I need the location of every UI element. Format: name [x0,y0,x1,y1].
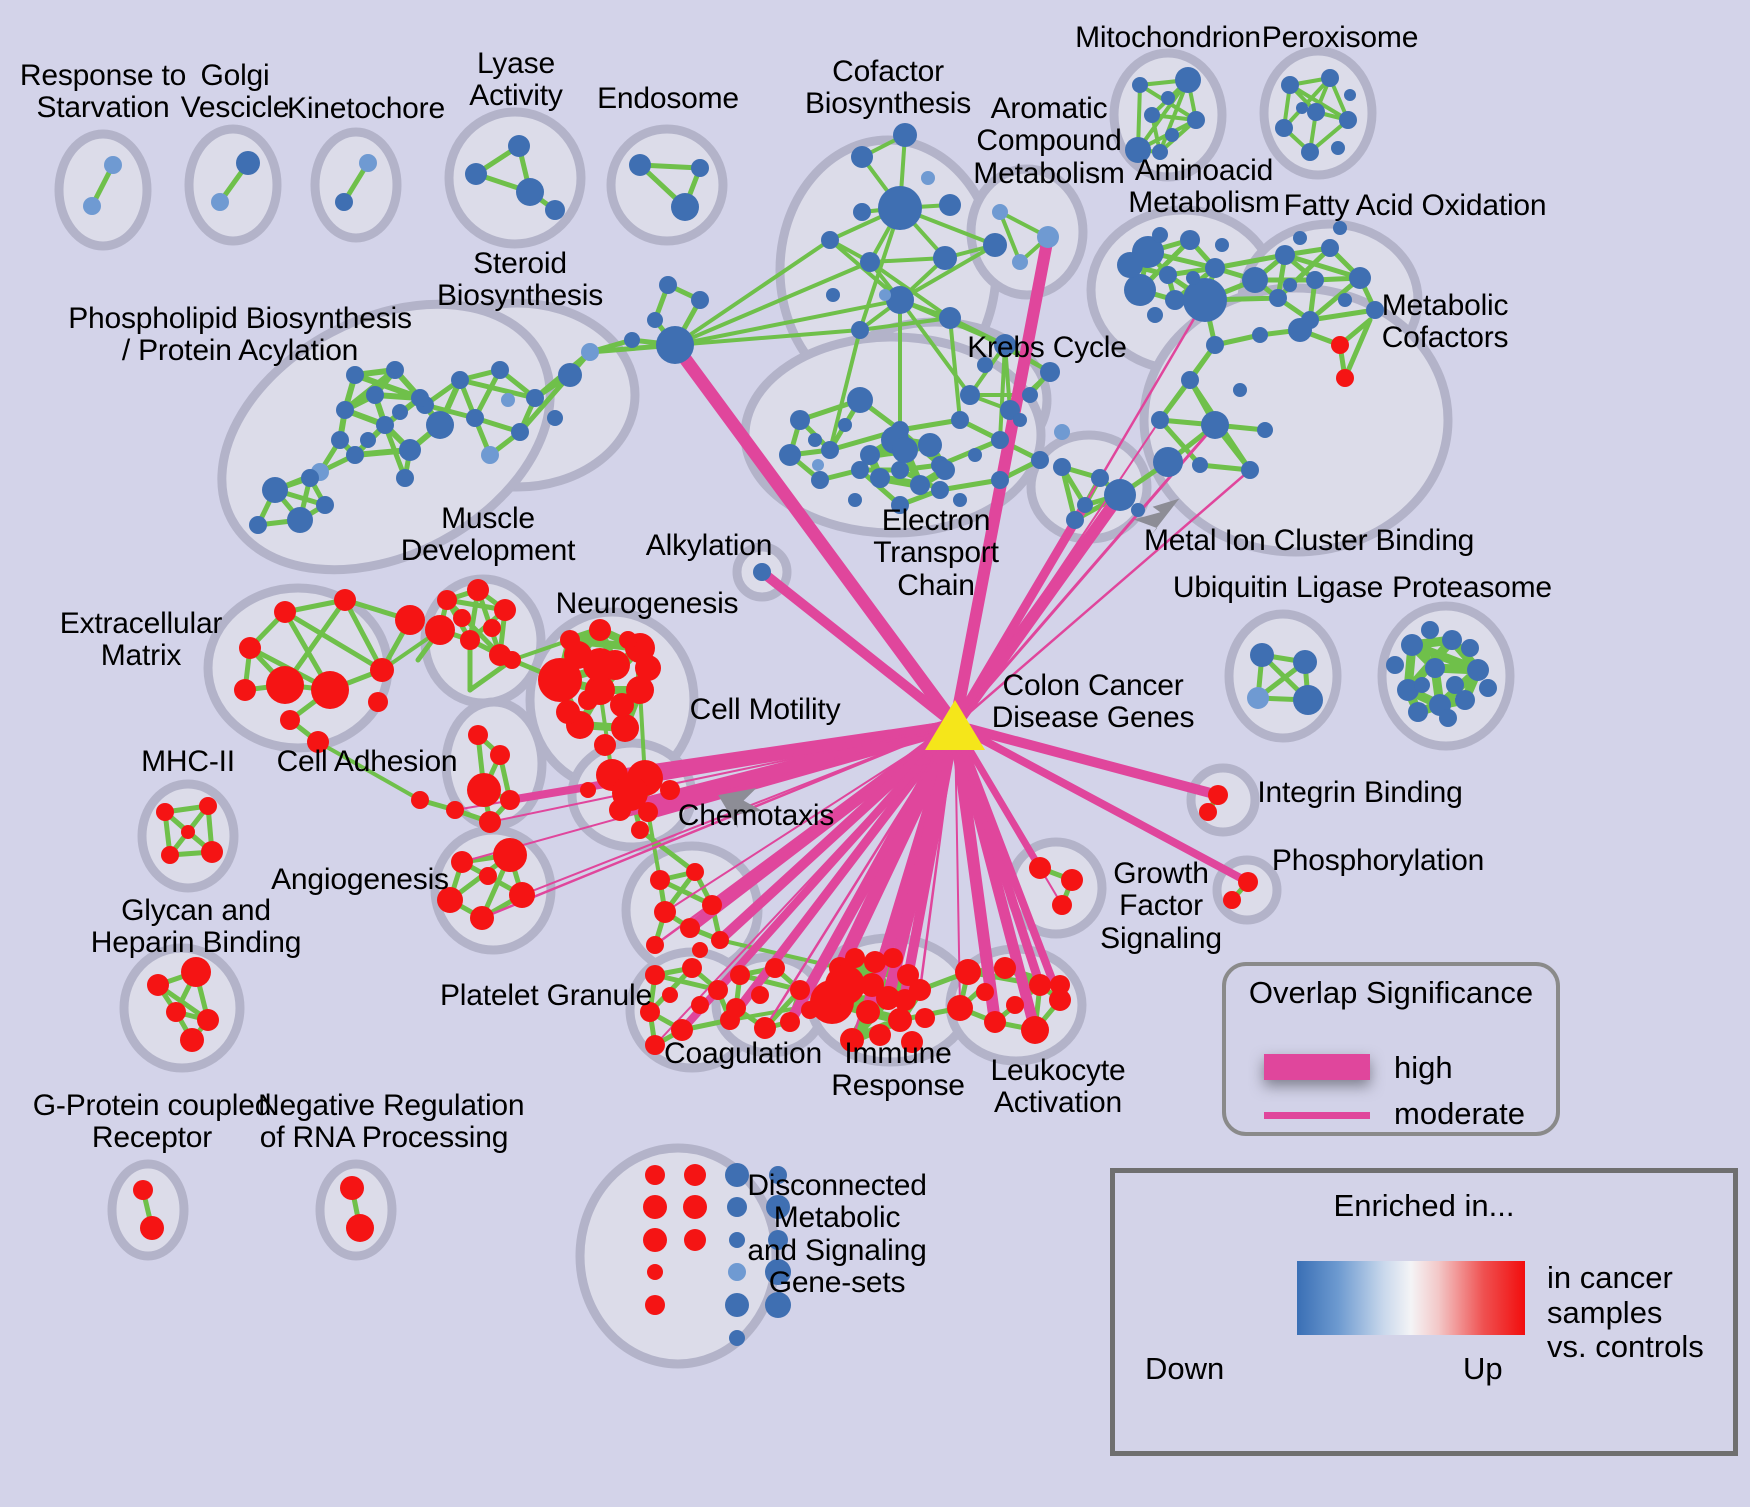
legend-label-up: Up [1463,1351,1503,1386]
legend-label-high: high [1394,1050,1453,1085]
hub-node-colon-cancer-disease-genes[interactable] [925,700,985,750]
legend-overlap-significance: Overlap Significance high moderate [1222,962,1560,1136]
legend-overlap-title: Overlap Significance [1248,975,1534,1010]
legend-note-cancer-samples: in cancer samples vs. controls [1547,1260,1704,1365]
gene-set-nodes [83,67,1497,1346]
legend-swatch-moderate [1264,1112,1370,1119]
legend-label-down: Down [1145,1351,1225,1386]
legend-color-gradient-bar [1297,1261,1525,1335]
legend-enriched-title: Enriched in... [1333,1188,1515,1223]
hub-edges [454,231,1252,1046]
legend-label-moderate: moderate [1394,1096,1525,1131]
legend-swatch-high [1264,1054,1370,1080]
callout-arrows [718,498,1180,828]
legend-enriched-in: Enriched in... Down Up in cancer samples… [1110,1168,1738,1456]
